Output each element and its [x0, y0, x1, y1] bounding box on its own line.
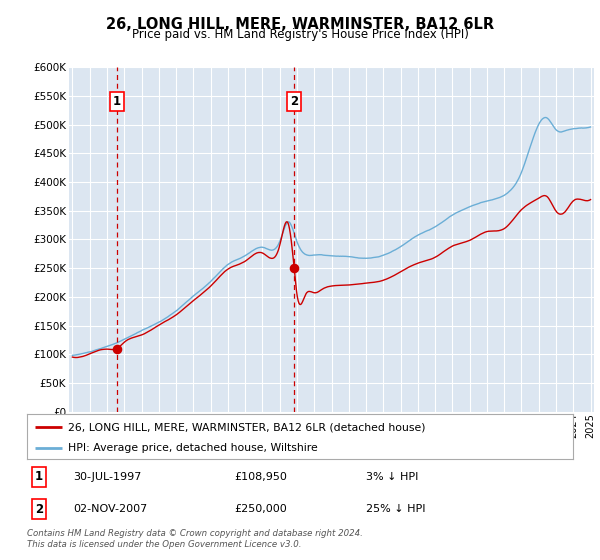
Point: [112, 344, 122, 353]
Text: 25% ↓ HPI: 25% ↓ HPI: [365, 504, 425, 514]
Text: HPI: Average price, detached house, Wiltshire: HPI: Average price, detached house, Wilt…: [68, 443, 318, 453]
Point: [289, 264, 299, 273]
Text: 02-NOV-2007: 02-NOV-2007: [73, 504, 148, 514]
Text: £108,950: £108,950: [235, 472, 287, 482]
Text: Contains HM Land Registry data © Crown copyright and database right 2024.
This d: Contains HM Land Registry data © Crown c…: [27, 529, 363, 549]
Text: 26, LONG HILL, MERE, WARMINSTER, BA12 6LR: 26, LONG HILL, MERE, WARMINSTER, BA12 6L…: [106, 17, 494, 32]
Text: 1: 1: [113, 95, 121, 108]
Text: 2: 2: [35, 502, 43, 516]
Text: 30-JUL-1997: 30-JUL-1997: [73, 472, 142, 482]
Text: £250,000: £250,000: [235, 504, 287, 514]
Text: 3% ↓ HPI: 3% ↓ HPI: [365, 472, 418, 482]
Text: Price paid vs. HM Land Registry's House Price Index (HPI): Price paid vs. HM Land Registry's House …: [131, 28, 469, 41]
Text: 1: 1: [35, 470, 43, 483]
Text: 26, LONG HILL, MERE, WARMINSTER, BA12 6LR (detached house): 26, LONG HILL, MERE, WARMINSTER, BA12 6L…: [68, 423, 425, 433]
Text: 2: 2: [290, 95, 298, 108]
